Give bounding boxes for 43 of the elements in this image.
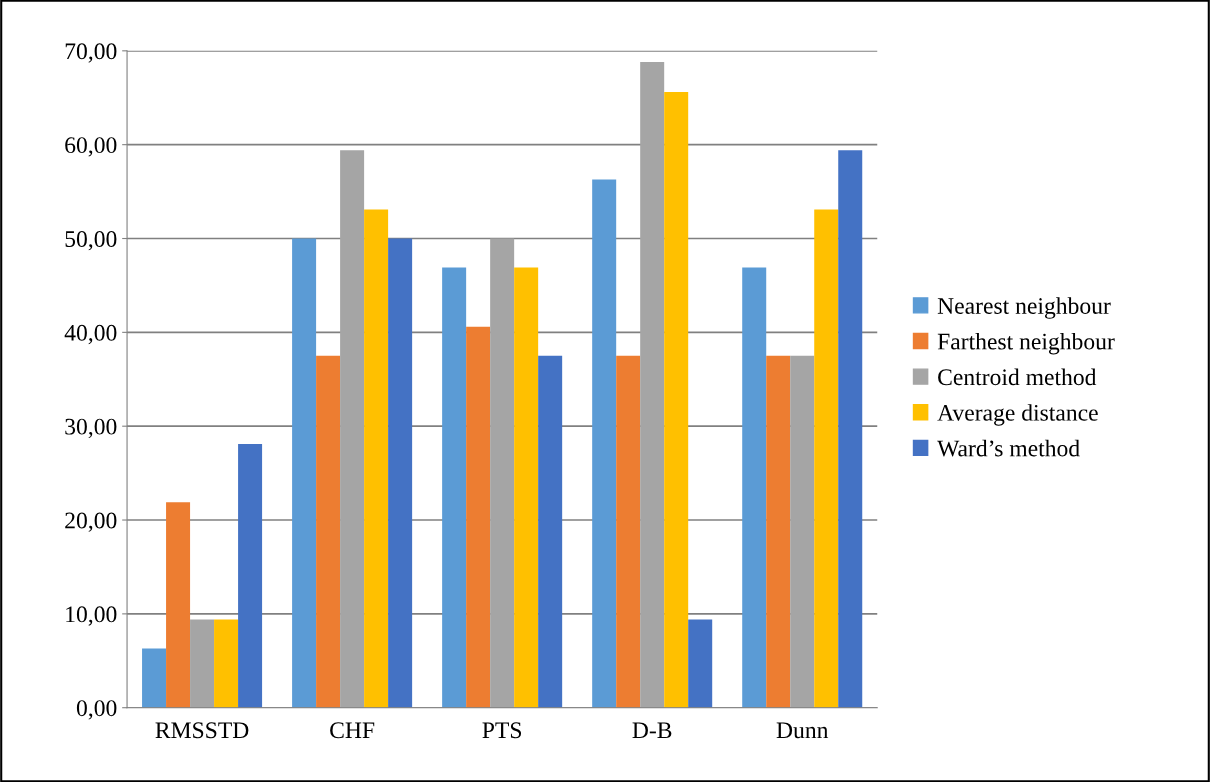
legend-label: Centroid method: [938, 368, 1097, 386]
bar: [442, 267, 467, 708]
bar: [340, 150, 365, 708]
bar: [364, 209, 389, 708]
bar: [814, 209, 839, 708]
x-tick-label: RMSSTD: [155, 722, 249, 739]
y-tick-label: 10,00: [66, 606, 117, 626]
x-tick-label: CHF: [330, 722, 375, 739]
y-tick-label: 40,00: [64, 324, 117, 345]
bar: [466, 326, 491, 708]
x-tick-label: PTS: [482, 722, 522, 739]
bar: [388, 238, 413, 708]
bar: [490, 238, 515, 708]
legend-label: Nearest neighbour: [937, 297, 1111, 319]
bar: [790, 355, 815, 708]
y-tick-label: 70,00: [65, 43, 117, 63]
y-tick-label: 20,00: [65, 512, 117, 532]
bar: [640, 62, 665, 708]
bar: [592, 179, 617, 708]
legend-label: Average distance: [937, 404, 1098, 426]
x-tick-label: D-B: [632, 722, 672, 739]
bar: [214, 619, 239, 708]
bar: [766, 355, 791, 708]
y-tick-label: 30,00: [65, 418, 117, 439]
bar: [142, 648, 167, 708]
y-tick-label: 50,00: [65, 231, 117, 251]
bar: [316, 355, 341, 708]
bar: [190, 619, 215, 708]
bar: [514, 267, 539, 708]
bar: [616, 355, 641, 708]
bar: [664, 92, 689, 708]
bar: [838, 150, 863, 708]
bar: [292, 238, 317, 708]
bar: [538, 355, 563, 708]
bar: [166, 502, 191, 708]
bar: [238, 444, 263, 708]
y-tick-label: 0,00: [76, 700, 117, 720]
y-tick-label: 60,00: [65, 137, 117, 157]
bar: [688, 619, 713, 708]
legend-label: Ward’s method: [937, 439, 1080, 457]
x-tick-label: Dunn: [776, 722, 829, 739]
bar: [742, 267, 767, 708]
legend-label: Farthest neighbour: [937, 332, 1115, 355]
